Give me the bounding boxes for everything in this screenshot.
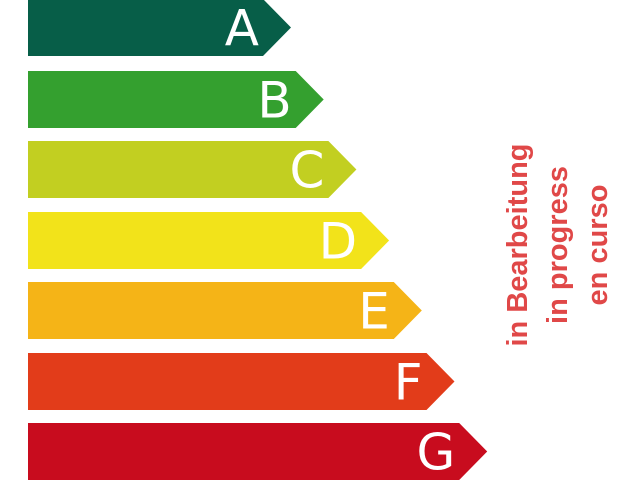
class-label-e: E	[358, 283, 390, 341]
class-bar-d	[28, 212, 390, 269]
class-bar-e	[28, 282, 422, 339]
class-label-a: A	[225, 0, 259, 58]
class-label-b: B	[257, 72, 291, 130]
class-label-d: D	[319, 213, 358, 271]
class-bar-b	[28, 71, 324, 128]
status-line-german: in Bearbeitung	[502, 143, 534, 347]
status-line-english: in progress	[542, 166, 574, 324]
class-label-g: G	[416, 424, 455, 480]
class-label-c: C	[289, 142, 324, 200]
status-text: in Bearbeitung in progress en curso	[498, 143, 618, 346]
class-bar-f	[28, 353, 455, 410]
class-bar-g	[28, 423, 488, 480]
class-bar-a	[28, 0, 291, 56]
class-label-f: F	[394, 354, 423, 412]
status-line-spanish: en curso	[582, 184, 614, 306]
class-bar-c	[28, 141, 357, 198]
